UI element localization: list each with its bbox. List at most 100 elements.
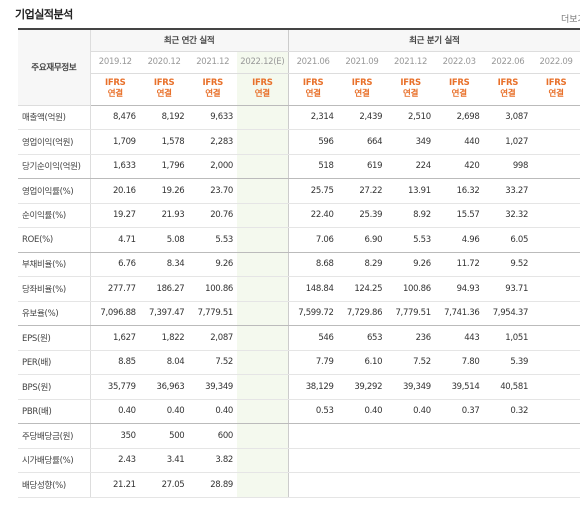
table-cell: 664 bbox=[337, 129, 387, 155]
table-cell: 2,283 bbox=[188, 129, 238, 155]
consolidated-label: 연결 bbox=[205, 89, 221, 99]
ifrs-consolidated-label: IFRS 연결 bbox=[139, 73, 189, 106]
table-cell: 8.92 bbox=[386, 203, 435, 228]
table-cell: 2,000 bbox=[188, 154, 238, 179]
row-label: 영업이익(억원) bbox=[18, 129, 91, 155]
table-cell: 7.80 bbox=[434, 350, 484, 375]
row-label: EPS(원) bbox=[18, 325, 91, 351]
table-row: 유보율(%) 7,096.88 7,397.47 7,779.51 7,599.72 7,… bbox=[18, 301, 580, 326]
table-cell bbox=[532, 399, 580, 424]
table-cell bbox=[337, 448, 387, 473]
table-cell: 94.93 bbox=[434, 276, 484, 302]
table-cell bbox=[386, 423, 435, 449]
table-cell bbox=[532, 374, 580, 400]
ifrs-label: IFRS bbox=[202, 78, 224, 88]
table-cell bbox=[237, 129, 289, 155]
table-cell: 8,476 bbox=[90, 105, 140, 130]
period-header: 2021.06 bbox=[287, 51, 338, 74]
period-header: 2022.06 bbox=[483, 51, 533, 74]
table-cell: 1,709 bbox=[90, 129, 140, 155]
consolidated-label: 연결 bbox=[403, 89, 419, 99]
table-cell bbox=[237, 325, 289, 351]
table-row: 당기순이익(억원) 1,633 1,796 2,000 518 619 224 420 998 bbox=[18, 154, 580, 179]
table-cell: 2,314 bbox=[287, 105, 338, 130]
table-cell: 20.76 bbox=[188, 203, 238, 228]
table-cell: 518 bbox=[287, 154, 338, 179]
table-row: ROE(%) 4.71 5.08 5.53 7.06 6.90 5.53 4.96 6.05 bbox=[18, 227, 580, 253]
table-row: PER(배) 8.85 8.04 7.52 7.79 6.10 7.52 7.80 5.39 bbox=[18, 350, 580, 375]
table-cell bbox=[237, 154, 289, 179]
table-cell bbox=[434, 423, 484, 449]
table-cell: 39,349 bbox=[386, 374, 435, 400]
table-cell bbox=[237, 178, 289, 204]
table-cell bbox=[237, 399, 289, 424]
ifrs-label: IFRS bbox=[545, 78, 567, 88]
table-cell: 5.08 bbox=[139, 227, 189, 253]
ifrs-consolidated-label: IFRS 연결 bbox=[386, 73, 435, 106]
table-cell: 5.53 bbox=[188, 227, 238, 253]
ifrs-label: IFRS bbox=[302, 78, 324, 88]
table-cell bbox=[532, 350, 580, 375]
period-header: 2021.12 bbox=[386, 51, 435, 74]
period-header: 2021.09 bbox=[337, 51, 387, 74]
table-cell: 7,779.51 bbox=[188, 301, 238, 326]
consolidated-label: 연결 bbox=[107, 89, 123, 99]
table-cell: 27.22 bbox=[337, 178, 387, 204]
table-cell bbox=[532, 423, 580, 449]
period-header: 2022.12(E) bbox=[237, 51, 289, 74]
table-cell bbox=[237, 423, 289, 449]
table-row: 당좌비율(%) 277.77 186.27 100.86 148.84 124.25 100… bbox=[18, 276, 580, 302]
table-cell bbox=[287, 448, 338, 473]
ifrs-label: IFRS bbox=[105, 78, 126, 88]
table-cell: 25.39 bbox=[337, 203, 387, 228]
row-label: 당좌비율(%) bbox=[18, 276, 91, 302]
table-cell: 148.84 bbox=[287, 276, 338, 302]
table-cell bbox=[386, 448, 435, 473]
table-cell bbox=[237, 448, 289, 473]
ifrs-label: IFRS bbox=[252, 78, 273, 88]
consolidated-label: 연결 bbox=[451, 89, 467, 99]
table-cell: 6.10 bbox=[337, 350, 387, 375]
table-cell: 277.77 bbox=[90, 276, 140, 302]
table-cell: 6.90 bbox=[337, 227, 387, 253]
table-cell: 5.39 bbox=[483, 350, 533, 375]
table-cell: 8.29 bbox=[337, 252, 387, 277]
table-cell: 8.04 bbox=[139, 350, 189, 375]
table-cell bbox=[386, 472, 435, 498]
table-cell bbox=[237, 203, 289, 228]
section-title: 기업실적분석 bbox=[15, 8, 73, 21]
table-cell bbox=[532, 105, 580, 130]
table-cell: 0.40 bbox=[139, 399, 189, 424]
table-cell: 186.27 bbox=[139, 276, 189, 302]
table-row: 시가배당률(%) 2.43 3.41 3.82 bbox=[18, 448, 580, 473]
row-label: 주당배당금(원) bbox=[18, 423, 91, 449]
ifrs-label: IFRS bbox=[400, 78, 421, 88]
table-cell: 40,581 bbox=[483, 374, 533, 400]
table-cell: 6.76 bbox=[90, 252, 140, 277]
table-cell bbox=[237, 252, 289, 277]
table-cell bbox=[337, 472, 387, 498]
table-row: 주당배당금(원) 350 500 600 bbox=[18, 423, 580, 449]
table-row: 부채비율(%) 6.76 8.34 9.26 8.68 8.29 9.26 11.72 9.52 bbox=[18, 252, 580, 277]
ifrs-consolidated-label: IFRS 연결 bbox=[483, 73, 533, 106]
table-cell: 23.70 bbox=[188, 178, 238, 204]
table-cell bbox=[532, 325, 580, 351]
table-cell: 100.86 bbox=[188, 276, 238, 302]
table-cell: 653 bbox=[337, 325, 387, 351]
table-cell: 3,087 bbox=[483, 105, 533, 130]
ifrs-label: IFRS bbox=[153, 78, 175, 88]
table-cell bbox=[237, 276, 289, 302]
table-cell: 1,027 bbox=[483, 129, 533, 155]
table-cell: 11.72 bbox=[434, 252, 484, 277]
table-cell: 93.71 bbox=[483, 276, 533, 302]
table-cell: 4.96 bbox=[434, 227, 484, 253]
table-cell bbox=[434, 472, 484, 498]
table-cell: 21.21 bbox=[90, 472, 140, 498]
row-label: ROE(%) bbox=[18, 227, 91, 253]
table-cell: 236 bbox=[386, 325, 435, 351]
more-link[interactable]: 더보기 bbox=[561, 15, 580, 25]
table-cell: 7,741.36 bbox=[434, 301, 484, 326]
table-cell bbox=[532, 301, 580, 326]
table-cell: 2,087 bbox=[188, 325, 238, 351]
table-cell: 596 bbox=[287, 129, 338, 155]
